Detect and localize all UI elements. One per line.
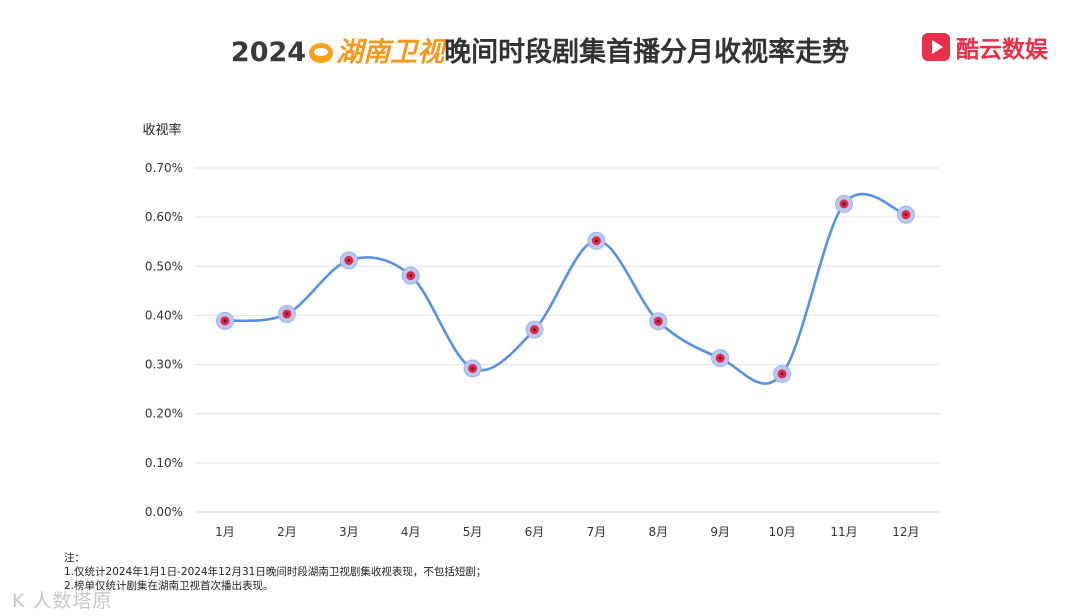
- y-tick-label: 0.20%: [145, 407, 183, 421]
- x-tick-label: 6月: [525, 525, 545, 539]
- x-tick-label: 3月: [339, 525, 359, 539]
- notes-line-2: 2.榜单仅统计剧集在湖南卫视首次播出表现。: [64, 580, 274, 592]
- data-point: [835, 194, 853, 213]
- title-year: 2024: [230, 37, 307, 68]
- y-tick-label: 0.10%: [145, 456, 183, 470]
- data-point: [649, 312, 668, 331]
- play-logo-icon: [922, 33, 950, 61]
- data-point: [216, 311, 234, 330]
- y-axis-label: 收视率: [142, 122, 181, 138]
- y-tick-label: 0.60%: [145, 210, 183, 224]
- data-point: [339, 251, 358, 270]
- y-tick-label: 0.70%: [145, 161, 183, 175]
- y-tick-label: 0.40%: [145, 308, 183, 322]
- watermark: K 人数塔原: [12, 590, 113, 612]
- x-tick-label: 9月: [710, 525, 730, 539]
- x-tick-label: 12月: [892, 525, 919, 539]
- title-channel: 湖南卫视: [336, 37, 445, 68]
- data-point: [587, 231, 606, 250]
- data-points: [216, 194, 915, 383]
- chart-title: 2024 湖南卫视晚间时段剧集首播分月收视率走势: [0, 30, 1080, 69]
- brand-logo: 酷云数娱: [922, 30, 1048, 64]
- mango-logo-icon: [309, 43, 334, 63]
- data-point: [463, 359, 482, 378]
- brand-name: 酷云数娱: [956, 37, 1048, 63]
- grid-lines: [195, 167, 940, 513]
- x-tick-labels: 1月 2月 3月 4月 5月 6月 7月 8月 9月 10月 11月 12月: [215, 525, 919, 539]
- notes-heading: 注：: [64, 552, 85, 564]
- x-tick-label: 10月: [768, 525, 795, 539]
- x-tick-label: 5月: [463, 525, 483, 539]
- x-tick-label: 4月: [401, 525, 421, 539]
- notes-line-1: 1.仅统计2024年1月1日-2024年12月31日晚间时段湖南卫视剧集收视表现…: [64, 566, 487, 578]
- x-tick-label: 7月: [587, 525, 607, 539]
- title-rest: 晚间时段剧集首播分月收视率走势: [444, 37, 850, 68]
- data-point: [896, 205, 915, 224]
- y-tick-label: 0.00%: [145, 505, 183, 519]
- data-point: [525, 320, 544, 339]
- x-tick-label: 2月: [277, 525, 297, 539]
- y-tick-label: 0.50%: [145, 259, 183, 273]
- data-point: [711, 349, 730, 368]
- x-tick-label: 11月: [830, 525, 857, 539]
- y-tick-labels: 0.00% 0.10% 0.20% 0.30% 0.40% 0.50% 0.60% 0.70%: [145, 161, 183, 519]
- data-point: [401, 266, 420, 285]
- y-tick-label: 0.30%: [145, 358, 183, 372]
- data-point: [773, 364, 792, 383]
- series-line: [224, 192, 907, 385]
- data-point: [277, 304, 296, 323]
- x-tick-label: 1月: [215, 525, 235, 539]
- x-tick-label: 8月: [648, 525, 668, 539]
- footnotes: 注： 1.仅统计2024年1月1日-2024年12月31日晚间时段湖南卫视剧集收…: [64, 551, 486, 593]
